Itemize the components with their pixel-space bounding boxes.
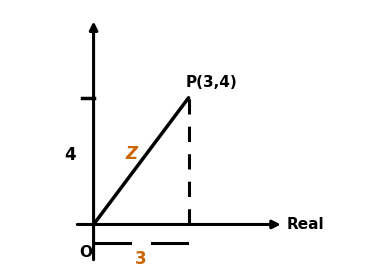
Text: P(3,4): P(3,4) <box>186 75 237 90</box>
Text: 3: 3 <box>135 250 147 268</box>
Text: Real: Real <box>287 217 324 232</box>
Text: 4: 4 <box>65 146 76 164</box>
Text: O: O <box>79 245 92 260</box>
Text: Z: Z <box>126 145 138 163</box>
